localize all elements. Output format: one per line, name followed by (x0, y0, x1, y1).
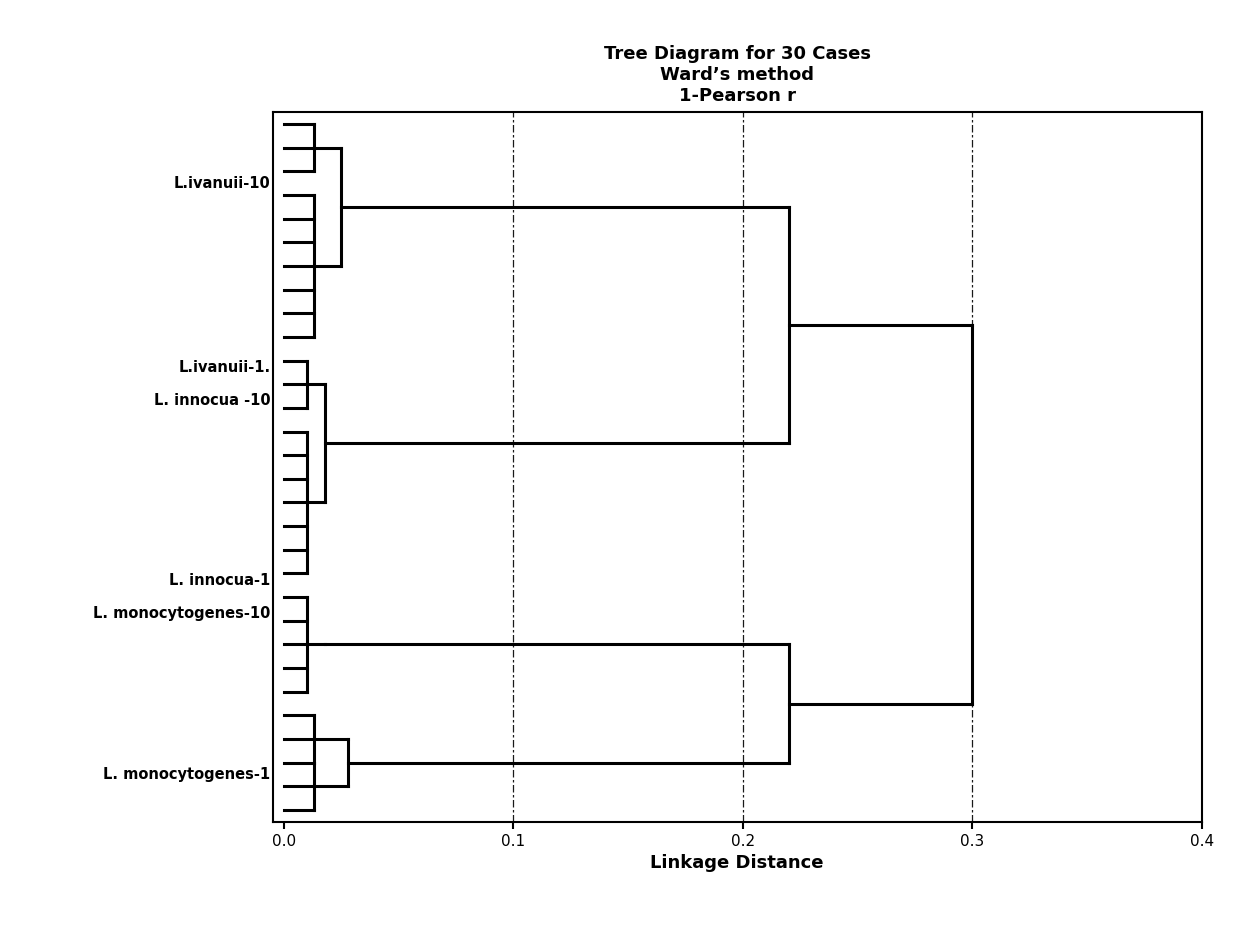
Text: L. monocytogenes-10: L. monocytogenes-10 (93, 606, 270, 621)
Text: L.ivanuii-1.: L.ivanuii-1. (178, 361, 270, 375)
Title: Tree Diagram for 30 Cases
Ward’s method
1-Pearson r: Tree Diagram for 30 Cases Ward’s method … (603, 46, 871, 105)
Text: L.ivanuii-10: L.ivanuii-10 (173, 176, 270, 191)
Text: L. innocua -10: L. innocua -10 (154, 393, 270, 408)
Text: L. innocua-1: L. innocua-1 (169, 573, 270, 588)
Text: L. monocytogenes-1: L. monocytogenes-1 (103, 767, 270, 782)
X-axis label: Linkage Distance: Linkage Distance (650, 855, 824, 872)
